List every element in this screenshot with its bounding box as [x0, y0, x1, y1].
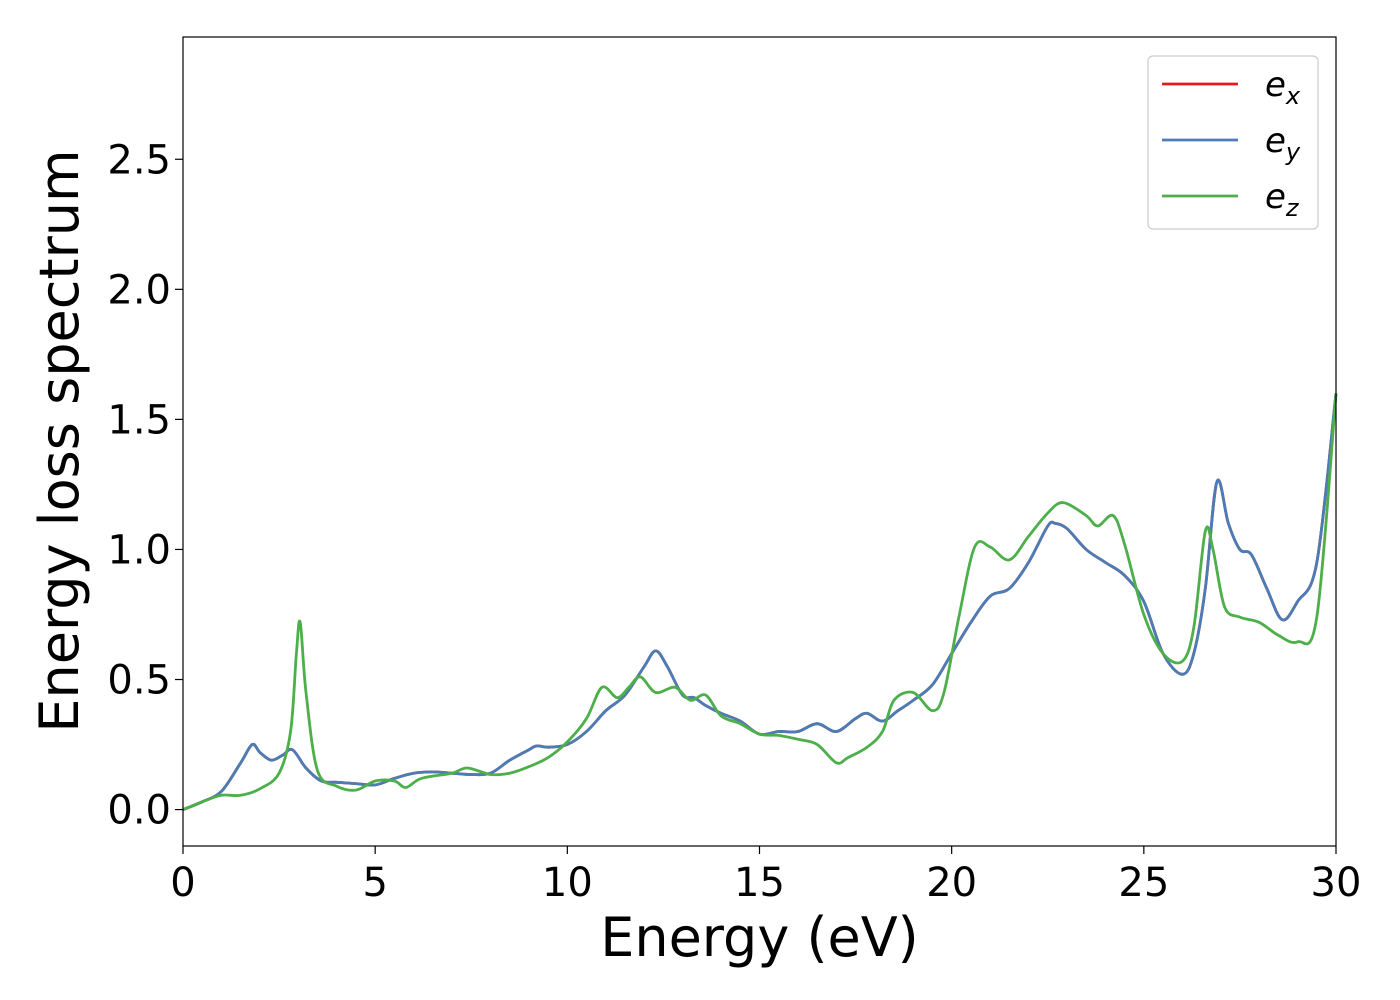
legend-label-z: ez	[1265, 177, 1300, 222]
legend-box	[1147, 55, 1319, 230]
y-tick-label: 2.5	[107, 137, 171, 183]
y-axis: 0.0 0.5 1.0 1.5 2.0 2.5	[107, 137, 183, 834]
legend: ex ey ez	[1147, 55, 1319, 230]
y-tick-label: 1.5	[107, 397, 171, 443]
x-tick-label: 15	[734, 860, 785, 906]
y-tick-label: 1.0	[107, 527, 171, 573]
x-tick-label: 0	[170, 860, 195, 906]
x-tick-label: 20	[926, 860, 977, 906]
y-axis-label: Energy loss spectrum	[28, 149, 91, 732]
x-tick-label: 5	[362, 860, 387, 906]
series-line-z	[182, 393, 1338, 811]
legend-label-x: ex	[1265, 65, 1301, 110]
y-tick-label: 2.0	[107, 267, 171, 313]
legend-label-y: ey	[1265, 121, 1301, 166]
x-axis-label: Energy (eV)	[600, 906, 919, 969]
x-tick-label: 25	[1118, 860, 1169, 906]
y-tick-label: 0.0	[107, 788, 171, 834]
x-tick-label: 30	[1311, 860, 1362, 906]
series-layer	[182, 393, 1338, 811]
y-tick-label: 0.5	[107, 658, 171, 704]
x-axis: 0 5 10 15 20 25 30	[170, 846, 1361, 906]
plot-area	[183, 37, 1336, 846]
x-tick-label: 10	[542, 860, 593, 906]
